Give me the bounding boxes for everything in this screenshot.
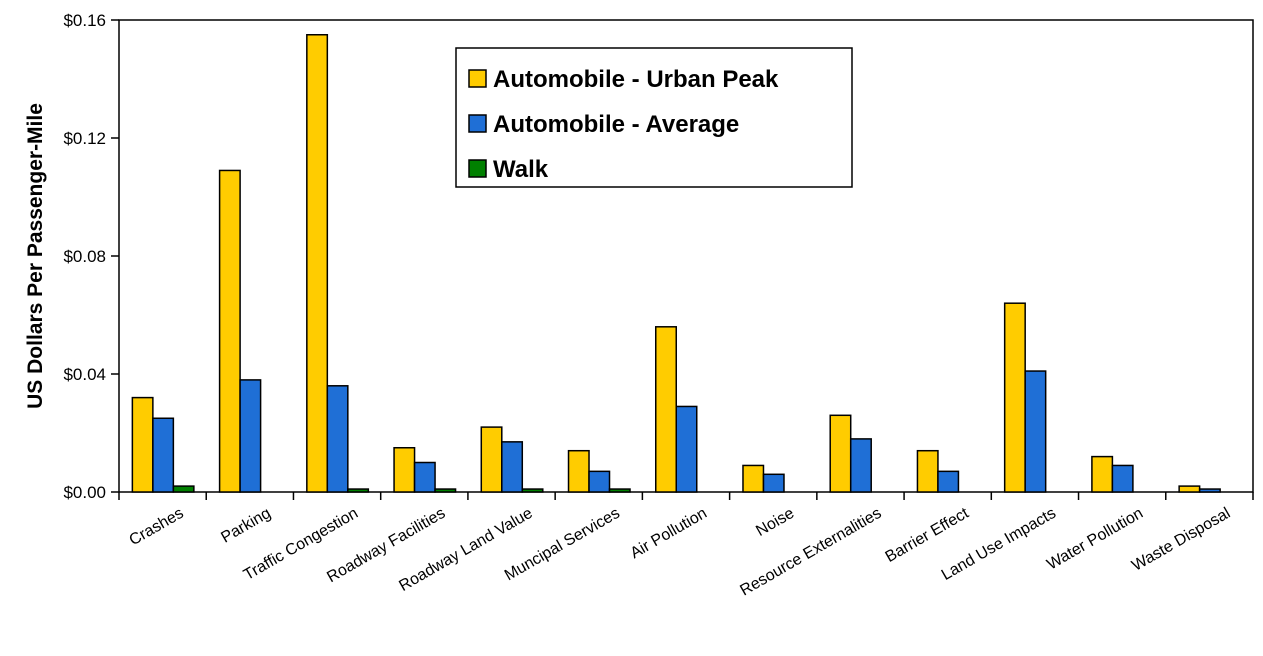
bar-automobile-urban-peak-8 [829,414,852,493]
bar-automobile-average-10 [1024,370,1047,493]
bar-automobile-urban-peak-11 [1091,455,1114,493]
bar-automobile-average-3 [413,461,436,493]
bars [131,34,1221,493]
bar-automobile-urban-peak-0 [131,396,154,493]
y-tick-label: $0.12 [63,129,106,148]
x-category-label: Waste Disposal [1129,505,1233,575]
y-tick-label: $0.04 [63,365,106,384]
bar-automobile-urban-peak-9 [916,449,939,493]
bar-automobile-average-0 [152,417,175,493]
legend-box [455,47,853,188]
bar-automobile-average-1 [239,379,262,493]
y-tick-label: $0.00 [63,483,106,502]
x-category-label: Noise [753,505,797,540]
bar-automobile-urban-peak-5 [567,449,590,493]
legend-label: Automobile - Average [493,111,739,138]
bar-walk-3 [434,488,457,493]
bar-automobile-average-6 [675,405,698,493]
bar-automobile-average-11 [1111,464,1134,493]
bar-automobile-urban-peak-6 [655,326,677,493]
legend-label: Walk [493,156,549,183]
bar-automobile-urban-peak-12 [1178,485,1201,493]
x-category-label: Resource Externalities [737,505,884,600]
bar-automobile-average-9 [937,470,960,493]
bar-walk-5 [608,488,631,493]
x-category-label: Crashes [127,505,187,550]
y-tick-label: $0.16 [63,11,106,30]
bar-automobile-urban-peak-2 [306,34,329,493]
bar-automobile-urban-peak-1 [218,169,241,493]
y-tick-label: $0.08 [63,247,106,266]
bar-automobile-urban-peak-10 [1003,302,1026,493]
legend: Automobile - Urban Peak Automobile - Aver… [455,47,853,188]
bar-automobile-urban-peak-4 [480,426,503,493]
legend-swatch [468,159,487,178]
legend-swatch [468,69,487,88]
bar-automobile-average-12 [1198,488,1221,493]
bar-walk-4 [521,488,544,493]
x-category-label: Parking [218,505,273,547]
legend-swatch [468,114,487,133]
bar-automobile-average-4 [501,441,524,493]
bar-automobile-average-7 [762,473,785,493]
bar-automobile-average-2 [326,385,349,493]
y-axis: $0.00 $0.04 $0.08 $0.12 $0.16 [63,11,119,502]
bar-walk-0 [172,485,195,493]
bar-automobile-average-8 [849,438,872,493]
bar-automobile-average-5 [588,470,611,493]
bar-automobile-urban-peak-3 [393,447,416,493]
legend-label: Automobile - Urban Peak [493,66,779,93]
x-category-label: Air Pollution [628,505,710,562]
y-axis-title: US Dollars Per Passenger-Mile [24,103,47,409]
bar-walk-2 [347,488,370,493]
bar-automobile-urban-peak-7 [742,464,765,493]
